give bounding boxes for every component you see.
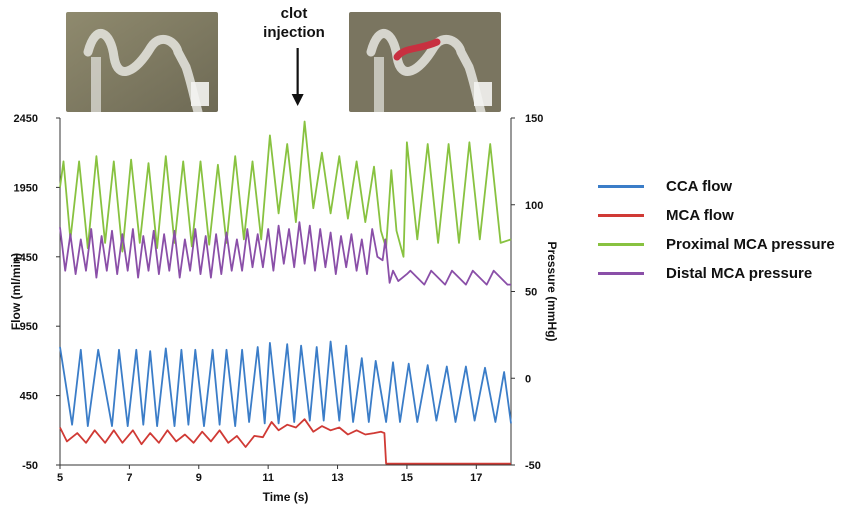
y-left-tick-label: 2450 (14, 113, 38, 125)
y-right-tick-label: 150 (525, 113, 543, 125)
y-axis-title-left: Flow (ml/min) (9, 253, 23, 330)
y-left-tick-label: 1950 (14, 182, 38, 194)
legend-swatch-proximal-mca-pressure (598, 243, 644, 246)
y-right-tick-label: 100 (525, 200, 543, 212)
annotation-line-2: injection (263, 24, 325, 41)
vessel-photo-after (349, 12, 501, 112)
legend-label-mca-flow: MCA flow (666, 207, 734, 224)
annotation-arrow-head (291, 94, 304, 106)
series-line-distal-mca-pressure (59, 221, 511, 286)
legend-item-proximal-mca-pressure: Proximal MCA pressure (598, 230, 835, 259)
legend: CCA flow MCA flow Proximal MCA pressure … (598, 172, 835, 288)
legend-label-distal-mca-pressure: Distal MCA pressure (666, 265, 813, 282)
x-axis-title: Time (s) (263, 490, 309, 504)
x-tick-label: 5 (57, 472, 63, 484)
legend-label-proximal-mca-pressure: Proximal MCA pressure (666, 236, 835, 253)
legend-label-cca-flow: CCA flow (666, 178, 733, 195)
y-right-tick-label: -50 (525, 460, 541, 472)
y-axis-title-right: Pressure (mmHg) (545, 241, 559, 341)
y-left-tick-label: -50 (22, 460, 38, 472)
legend-swatch-mca-flow (598, 214, 644, 217)
legend-item-distal-mca-pressure: Distal MCA pressure (598, 259, 835, 288)
y-left-tick-label: 1450 (14, 252, 38, 264)
y-left-tick-label: 450 (20, 391, 38, 403)
legend-item-cca-flow: CCA flow (598, 172, 835, 201)
clot-injection-annotation: clot injection (252, 4, 336, 42)
annotation-line-1: clot (280, 5, 308, 22)
x-tick-label: 15 (401, 472, 413, 484)
legend-swatch-cca-flow (598, 185, 644, 188)
x-tick-label: 11 (262, 472, 274, 484)
vessel-photo-before (66, 12, 218, 112)
series-line-proximal-mca-pressure (59, 120, 512, 258)
x-tick-label: 13 (331, 472, 343, 484)
series-line-cca-flow (59, 340, 512, 428)
x-tick-label: 7 (126, 472, 132, 484)
x-tick-label: 9 (196, 472, 202, 484)
y-right-tick-label: 50 (525, 287, 537, 299)
y-right-tick-label: 0 (525, 373, 531, 385)
legend-swatch-distal-mca-pressure (598, 272, 644, 275)
y-left-tick-label: 950 (20, 321, 38, 333)
legend-item-mca-flow: MCA flow (598, 201, 835, 230)
series-line-mca-flow (59, 418, 511, 465)
x-tick-label: 17 (470, 472, 482, 484)
